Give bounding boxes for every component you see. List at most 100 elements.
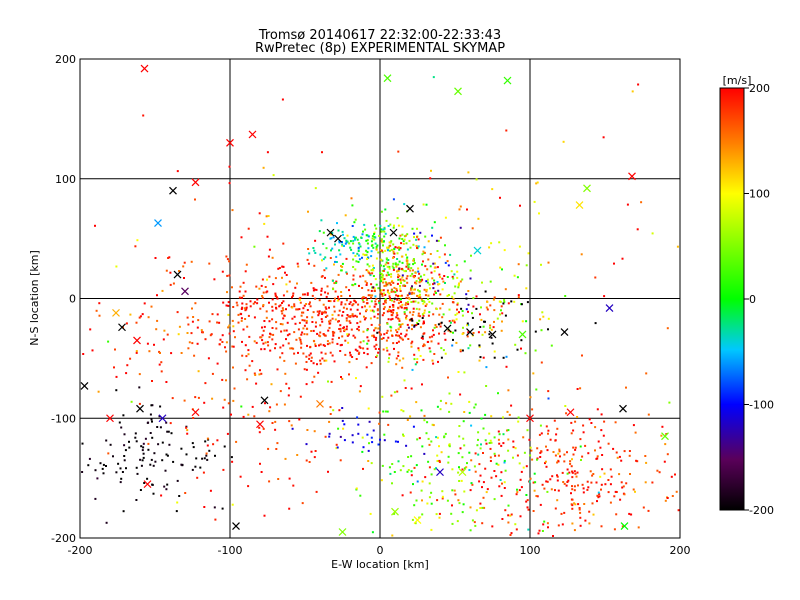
data-point	[502, 416, 504, 419]
data-point	[357, 303, 360, 306]
data-point	[351, 225, 354, 227]
data-point	[278, 305, 281, 308]
data-point	[463, 490, 466, 493]
data-point	[149, 413, 152, 416]
data-point	[422, 250, 425, 253]
data-point	[337, 229, 340, 232]
data-point	[410, 301, 413, 303]
data-point	[309, 352, 312, 355]
data-point	[370, 323, 373, 326]
data-point	[180, 352, 183, 354]
data-point	[441, 288, 444, 291]
data-point	[152, 492, 155, 495]
data-point	[376, 354, 379, 357]
data-point	[202, 331, 204, 334]
data-point	[240, 405, 243, 408]
data-point	[384, 299, 387, 302]
data-point	[503, 300, 506, 303]
data-point	[432, 329, 434, 332]
data-point	[244, 290, 247, 293]
data-point	[291, 296, 293, 299]
data-point	[383, 235, 386, 238]
data-point	[470, 459, 473, 462]
data-point	[388, 466, 391, 469]
data-point	[380, 259, 383, 262]
data-point	[354, 268, 357, 271]
data-point	[262, 342, 265, 345]
data-point	[327, 470, 329, 473]
data-point	[418, 281, 421, 284]
data-point	[489, 324, 492, 327]
data-point	[319, 362, 322, 365]
data-point	[383, 240, 385, 243]
data-point	[602, 434, 605, 437]
data-point	[539, 318, 542, 321]
data-point	[270, 383, 273, 386]
data-point	[366, 433, 369, 436]
data-point	[479, 447, 482, 450]
data-point	[274, 347, 276, 350]
data-point	[401, 238, 404, 240]
data-point	[516, 491, 519, 494]
data-point	[423, 288, 426, 291]
data-point	[433, 262, 436, 265]
data-point	[282, 265, 285, 268]
chart-title: Tromsø 20140617 22:32:00-22:33:43	[258, 28, 501, 43]
data-point	[399, 278, 402, 281]
data-point	[313, 340, 316, 343]
data-point	[221, 270, 224, 273]
data-point	[328, 435, 331, 438]
data-point	[423, 251, 426, 254]
data-point	[536, 495, 539, 498]
data-point	[81, 471, 84, 473]
data-point	[501, 312, 504, 315]
data-point	[274, 420, 277, 423]
data-point	[339, 330, 342, 333]
data-point	[475, 509, 478, 512]
data-point	[412, 263, 415, 266]
data-point	[432, 424, 435, 427]
data-point	[339, 350, 342, 352]
data-point	[362, 274, 365, 277]
data-point	[406, 262, 409, 265]
data-point	[191, 468, 194, 471]
x-marker	[443, 324, 452, 333]
data-point	[303, 368, 306, 371]
data-point	[244, 369, 247, 372]
data-point	[268, 248, 271, 251]
data-point	[475, 295, 478, 298]
data-point	[403, 379, 406, 382]
data-point	[387, 259, 390, 261]
data-point	[490, 476, 493, 479]
data-point	[357, 254, 360, 257]
data-point	[356, 328, 359, 330]
data-point	[385, 274, 388, 277]
data-point	[469, 529, 472, 532]
data-point	[394, 263, 397, 266]
data-point	[393, 286, 396, 289]
data-point	[357, 352, 360, 355]
data-point	[379, 224, 382, 227]
data-point	[271, 318, 274, 321]
data-point	[203, 457, 206, 460]
data-point	[405, 258, 408, 261]
data-point	[156, 426, 159, 428]
data-point	[261, 296, 264, 299]
data-point	[125, 372, 128, 375]
data-point	[373, 345, 376, 348]
data-point	[366, 302, 369, 305]
data-point	[346, 333, 349, 336]
data-point	[520, 470, 523, 473]
data-point	[438, 256, 441, 259]
data-point	[258, 373, 261, 376]
data-point	[142, 114, 145, 117]
data-point	[357, 242, 360, 245]
data-point	[432, 283, 434, 286]
data-point	[361, 450, 364, 453]
data-point	[642, 506, 645, 509]
data-point	[359, 320, 362, 323]
data-point	[275, 296, 278, 299]
data-point	[450, 512, 453, 515]
data-point	[294, 286, 297, 289]
data-point	[405, 333, 408, 336]
